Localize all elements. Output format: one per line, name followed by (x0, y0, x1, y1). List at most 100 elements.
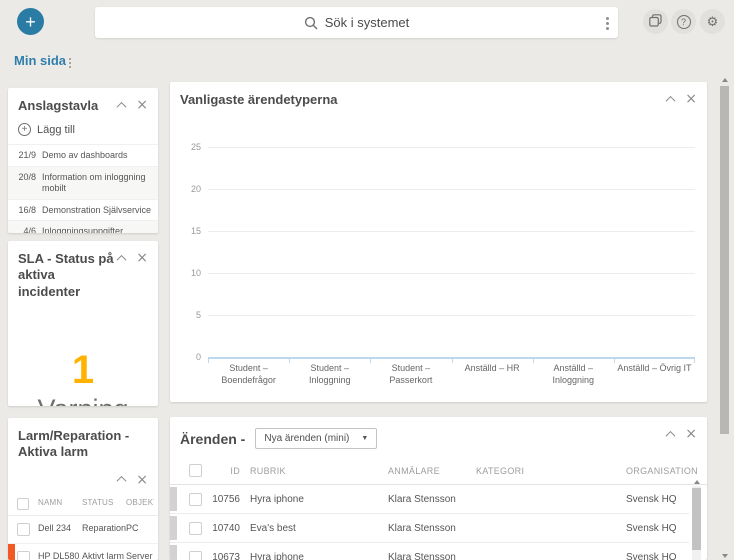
case-table-row[interactable]: 10673Hyra iphoneKlara StenssonSvensk HQ (170, 543, 689, 560)
row-checkbox[interactable] (189, 551, 202, 560)
notice-list: 21/9 Demo av dashboards 20/8Information om… (8, 144, 158, 233)
notice-date: 16/8 (14, 205, 36, 216)
collapse-chevron-icon[interactable] (117, 254, 127, 264)
add-button[interactable]: + (17, 8, 44, 35)
collapse-chevron-icon[interactable] (117, 101, 127, 111)
notice-list-item[interactable]: 16/8 Demonstration Självservice (8, 199, 158, 221)
page-title-min-sida[interactable]: Min sida (14, 53, 66, 68)
panel-larm-reparation: Larm/Reparation - Aktiva larm × NAMN STA… (8, 418, 158, 560)
larm-namn: HP DL580 (38, 551, 82, 560)
select-all-checkbox[interactable] (189, 464, 202, 477)
search-placeholder: Sök i systemet (325, 15, 410, 30)
case-anmalare: Klara Stensson (388, 523, 476, 534)
copy-pages-button[interactable] (643, 9, 668, 34)
notice-text: Information om inloggning mobilt (42, 172, 154, 194)
larm-table-body: Dell 234ReparationPCHP DL580Aktivt larmS… (8, 516, 158, 560)
case-organisation: Svensk HQ (626, 523, 689, 534)
collapse-chevron-icon[interactable] (666, 430, 676, 440)
cases-table-scrollbar[interactable] (692, 480, 701, 560)
larm-objekttyp: PC (126, 523, 154, 535)
cases-table-header: ID RUBRIK ANMÄLARE KATEGORI ORGANISATION (170, 457, 707, 485)
x-axis-category-label: Anställd – Inloggning (533, 359, 614, 386)
x-axis-category-label: Student – Boendefrågor (208, 359, 289, 386)
notice-list-item[interactable]: 20/8Information om inloggning mobilt (8, 166, 158, 199)
larm-table-row[interactable]: HP DL580Aktivt larmServer (8, 544, 158, 560)
panel-title: Ärenden - (180, 431, 245, 447)
collapse-chevron-icon[interactable] (666, 95, 676, 105)
notice-list-item[interactable]: 4/6Inloggningsuppgifter (8, 220, 158, 233)
scroll-down-icon[interactable] (722, 554, 728, 558)
case-id: 10756 (210, 494, 240, 505)
close-icon[interactable]: × (136, 253, 148, 263)
row-status-indicator (170, 516, 177, 540)
row-checkbox[interactable] (17, 551, 30, 560)
x-axis-category-label: Student – Passerkort (370, 359, 451, 386)
column-header-status: STATUS (82, 498, 126, 510)
notice-date: 21/9 (14, 150, 36, 161)
chart-x-axis-labels: Student – BoendefrågorStudent – Inloggni… (208, 358, 695, 386)
search-input[interactable]: Sök i systemet (95, 7, 618, 38)
scrollbar-thumb[interactable] (692, 488, 701, 550)
row-checkbox[interactable] (189, 493, 202, 506)
chart-title: Vanligaste ärendetyperna (170, 82, 707, 112)
larm-table-row[interactable]: Dell 234ReparationPC (8, 516, 158, 544)
search-icon (304, 16, 318, 30)
y-axis-tick-label: 5 (196, 310, 201, 320)
panel-title: Larm/Reparation - Aktiva larm (8, 418, 158, 465)
close-icon[interactable]: × (685, 429, 697, 439)
case-id: 10740 (210, 523, 240, 534)
y-axis-tick-label: 15 (191, 226, 201, 236)
case-table-row[interactable]: 10740Eva's bestKlara StenssonSvensk HQ (170, 514, 689, 543)
case-rubrik: Hyra iphone (240, 494, 388, 505)
page-scrollbar[interactable] (718, 78, 731, 558)
close-icon[interactable]: × (685, 94, 697, 104)
row-status-indicator (170, 487, 177, 511)
row-checkbox[interactable] (17, 523, 30, 536)
help-button[interactable]: ? (671, 9, 696, 34)
notice-list-item[interactable]: 21/9 Demo av dashboards (8, 144, 158, 166)
scrollbar-thumb[interactable] (720, 86, 729, 434)
larm-status: Aktivt larm (82, 551, 126, 560)
case-anmalare: Klara Stensson (388, 494, 476, 505)
y-axis-tick-label: 10 (191, 268, 201, 278)
sla-warning-count: 1 (8, 350, 158, 390)
scroll-up-icon[interactable] (694, 480, 700, 484)
sla-status-label: Varning (8, 394, 158, 406)
column-header-anmalare: ANMÄLARE (388, 466, 476, 476)
case-organisation: Svensk HQ (626, 494, 689, 505)
column-header-rubrik: RUBRIK (240, 466, 388, 476)
notice-text: Inloggningsuppgifter (42, 226, 123, 233)
x-axis-category-label: Anställd – HR (452, 359, 533, 386)
column-header-objekttyp: OBJEKTTYP (126, 498, 154, 510)
close-icon[interactable]: × (136, 100, 148, 110)
row-checkbox[interactable] (189, 522, 202, 535)
case-anmalare: Klara Stensson (388, 552, 476, 560)
case-view-dropdown[interactable]: Nya ärenden (mini) ▼ (255, 428, 377, 449)
notice-text: Demonstration Självservice (42, 205, 151, 216)
notice-text: Demo av dashboards (42, 150, 128, 161)
alert-indicator (8, 544, 15, 560)
chevron-down-icon: ▼ (361, 435, 368, 442)
page-menu-kebab-icon[interactable] (66, 55, 74, 71)
column-header-organisation: ORGANISATION (626, 466, 707, 476)
y-axis-tick-label: 0 (196, 352, 201, 362)
gear-icon: ⚙ (707, 14, 719, 30)
select-all-checkbox[interactable] (17, 498, 29, 510)
case-organisation: Svensk HQ (626, 552, 689, 560)
plus-circle-icon: + (18, 123, 31, 136)
panel-vanligaste-arendetyperna: Vanligaste ärendetyperna × 0510152025 St… (170, 82, 707, 402)
add-notice-link[interactable]: + Lägg till (8, 118, 158, 144)
close-icon[interactable]: × (136, 475, 148, 485)
column-header-kategori: KATEGORI (476, 466, 626, 476)
column-header-id: ID (210, 466, 240, 476)
row-status-indicator (170, 545, 177, 560)
larm-namn: Dell 234 (38, 523, 82, 535)
case-table-row[interactable]: 10756Hyra iphoneKlara Stensson Svensk HQ (170, 485, 689, 514)
chart-bars (208, 148, 695, 358)
dropdown-selected-value: Nya ärenden (mini) (264, 433, 349, 444)
search-menu-kebab-icon[interactable] (603, 14, 612, 33)
settings-button[interactable]: ⚙ (700, 9, 725, 34)
panel-anslagstavla: Anslagstavla × + Lägg till 21/9Demo av d… (8, 88, 158, 233)
collapse-chevron-icon[interactable] (117, 476, 127, 486)
help-icon: ? (677, 15, 691, 29)
